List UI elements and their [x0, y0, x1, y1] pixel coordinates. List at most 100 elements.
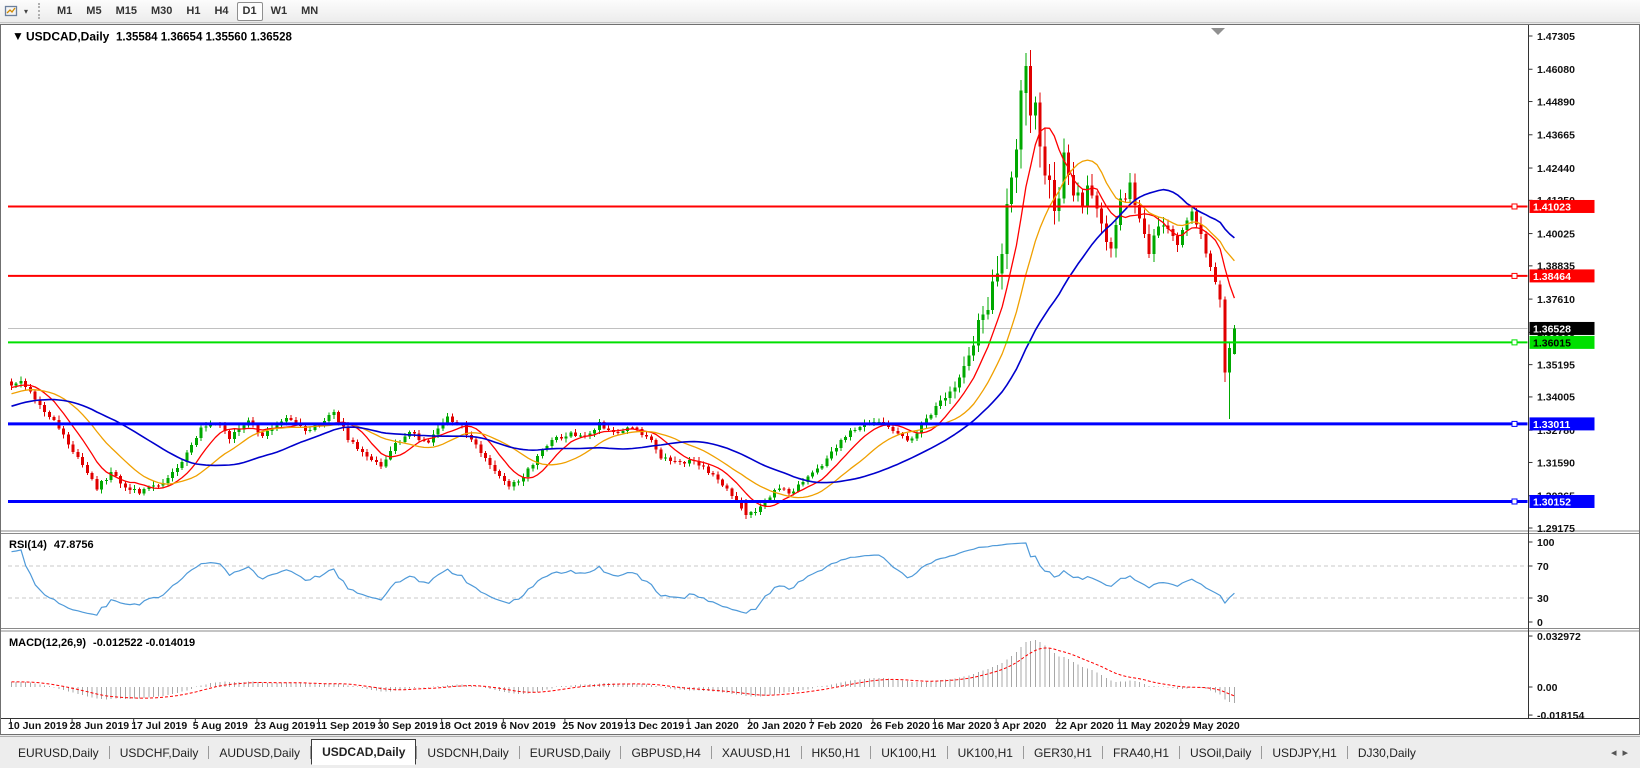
- price-tick: 1.43665: [1537, 130, 1575, 142]
- timeframe-button-m5[interactable]: M5: [86, 5, 102, 18]
- chart-title-ohlc: 1.35584 1.36654 1.35560 1.36528: [116, 32, 292, 44]
- macd-tick: 0.032972: [1537, 631, 1581, 643]
- date-tick-label: 1 Jan 2020: [686, 720, 739, 732]
- date-tick-label: 25 Nov 2019: [562, 720, 623, 732]
- symbol-tab-7[interactable]: XAUUSD,H1: [721, 745, 791, 760]
- tab-scroll-right-icon[interactable]: ▸: [1622, 747, 1634, 759]
- symbol-tab-5[interactable]: EURUSD,Daily: [529, 745, 611, 760]
- tab-scroll-left-icon[interactable]: ◂: [1610, 747, 1623, 759]
- price-tick: 1.31590: [1537, 457, 1575, 469]
- price-tick: 1.42440: [1537, 163, 1575, 175]
- date-tick-label: 16 Mar 2020: [932, 720, 992, 732]
- timeframe-button-mn[interactable]: MN: [301, 5, 319, 18]
- timeframe-button-m15[interactable]: M15: [115, 5, 137, 18]
- chart-background: [0, 24, 1640, 735]
- tab-separator: [1346, 746, 1348, 759]
- symbol-tab-1[interactable]: USDCHF,Daily: [119, 745, 199, 760]
- chart-shift-marker-icon[interactable]: [1211, 28, 1225, 35]
- timeframe-button-m30[interactable]: M30: [150, 5, 173, 18]
- symbol-tab-12[interactable]: FRA40,H1: [1112, 745, 1170, 760]
- date-tick-label: 26 Feb 2020: [870, 720, 930, 732]
- current-price-tag: 1.36528: [1533, 323, 1571, 335]
- macd-signal-line: [11, 647, 1235, 699]
- date-tick-label: 30 Sep 2019: [378, 720, 438, 732]
- tab-separator: [1261, 746, 1263, 759]
- rsi-label: RSI(14) 47.8756: [9, 539, 94, 551]
- symbol-tab-9[interactable]: UK100,H1: [881, 745, 937, 760]
- timeframe-button-d1[interactable]: D1: [236, 1, 263, 21]
- date-tick-label: 11 Sep 2019: [316, 720, 376, 732]
- chevron-down-icon[interactable]: ▾: [23, 6, 28, 16]
- toolbar: ▾ M1 M5 M15 M30 H1 H4 D1 W1 MN: [0, 0, 1640, 23]
- date-tick-label: 5 Aug 2019: [193, 720, 248, 732]
- tab-separator: [416, 746, 418, 759]
- symbol-tab-6[interactable]: GBPUSD,H4: [631, 745, 701, 760]
- symbol-tab-11[interactable]: GER30,H1: [1033, 745, 1092, 760]
- symbol-tab-3[interactable]: USDCAD,Daily: [311, 739, 417, 765]
- date-tick-label: 10 Jun 2019: [8, 720, 68, 732]
- symbol-tab-15[interactable]: DJ30,Daily: [1357, 745, 1416, 760]
- chart-title-symbol: USDCAD,Daily: [26, 30, 110, 44]
- timeframe-button-w1[interactable]: W1: [270, 5, 288, 18]
- tab-separator: [208, 746, 210, 759]
- macd-tick: 0.00: [1537, 682, 1558, 694]
- symbol-tab-bar: EURUSD,Daily USDCHF,Daily AUDUSD,Daily USDC…: [0, 736, 1640, 768]
- price-tick: 1.29175: [1537, 523, 1575, 535]
- symbol-tab-8[interactable]: HK50,H1: [811, 745, 861, 760]
- chart-shortcut-icon[interactable]: [2, 2, 20, 20]
- title-marker-icon[interactable]: ▼: [12, 29, 24, 43]
- date-tick-label: 3 Apr 2020: [994, 720, 1047, 732]
- chart-canvas[interactable]: 1.473051.460801.448901.436651.424401.412…: [0, 24, 1640, 735]
- timeframe-button-m1[interactable]: M1: [57, 5, 73, 18]
- price-tick: 1.47305: [1537, 31, 1575, 43]
- level-price-tag: 1.30152: [1533, 496, 1571, 508]
- price-tick: 1.46080: [1537, 64, 1575, 76]
- date-tick-label: 13 Dec 2019: [624, 720, 684, 732]
- tab-separator: [620, 746, 622, 759]
- symbol-tab-14[interactable]: USDJPY,H1: [1272, 745, 1337, 760]
- date-tick-label: 18 Oct 2019: [439, 720, 498, 732]
- toolbar-separator: [38, 3, 44, 19]
- date-tick-label: 22 Apr 2020: [1055, 720, 1114, 732]
- chart-window[interactable]: 1.473051.460801.448901.436651.424401.412…: [0, 24, 1640, 735]
- horizontal-level-lines[interactable]: [8, 203, 1528, 505]
- date-tick-label: 23 Aug 2019: [254, 720, 315, 732]
- price-tick: 1.40025: [1537, 228, 1575, 240]
- macd-tick: -0.018154: [1537, 710, 1584, 722]
- date-axis[interactable]: 10 Jun 2019 28 Jun 2019 17 Jul 2019 5 Aug 2…: [8, 718, 1240, 733]
- date-tick-label: 29 May 2020: [1178, 720, 1239, 732]
- tab-separator: [710, 746, 712, 759]
- tab-scroll-arrows: ◂▸: [1611, 746, 1634, 759]
- symbol-tab-4[interactable]: USDCNH,Daily: [427, 745, 509, 760]
- timeframe-button-group: M1 M5 M15 M30 H1 H4 D1 W1 MN: [50, 1, 325, 21]
- date-tick-label: 17 Jul 2019: [131, 720, 187, 732]
- timeframe-button-h4[interactable]: H4: [214, 5, 229, 18]
- rsi-line: [11, 542, 1235, 616]
- symbol-tabs: EURUSD,Daily USDCHF,Daily AUDUSD,Daily USDC…: [8, 737, 1426, 765]
- symbol-tab-0[interactable]: EURUSD,Daily: [18, 745, 99, 760]
- tab-separator: [1179, 746, 1181, 759]
- rsi-tick: 100: [1537, 537, 1555, 549]
- date-tick-label: 7 Feb 2020: [809, 720, 863, 732]
- timeframe-button-h1[interactable]: H1: [186, 5, 201, 18]
- level-price-tag: 1.38464: [1533, 271, 1571, 283]
- date-tick-label: 28 Jun 2019: [70, 720, 130, 732]
- tab-separator: [1022, 746, 1024, 759]
- moving-average-lines: [11, 127, 1236, 508]
- tab-separator: [108, 746, 110, 759]
- price-tick: 1.44890: [1537, 96, 1575, 108]
- rsi-tick: 30: [1537, 593, 1549, 605]
- symbol-tab-13[interactable]: USOil,Daily: [1190, 745, 1252, 760]
- symbol-tab-10[interactable]: UK100,H1: [957, 745, 1013, 760]
- rsi-tick: 70: [1537, 561, 1549, 573]
- rsi-pane: 100 70 30 0: [8, 537, 1555, 629]
- level-price-tag: 1.41023: [1533, 201, 1571, 213]
- date-tick-label: 6 Nov 2019: [501, 720, 556, 732]
- macd-label: MACD(12,26,9) -0.012522 -0.014019: [9, 637, 195, 649]
- tab-separator: [870, 746, 872, 759]
- symbol-tab-2[interactable]: AUDUSD,Daily: [219, 745, 301, 760]
- date-tick-label: 20 Jan 2020: [747, 720, 806, 732]
- tab-separator: [800, 746, 802, 759]
- tab-separator: [946, 746, 948, 759]
- rsi-tick: 0: [1537, 617, 1543, 629]
